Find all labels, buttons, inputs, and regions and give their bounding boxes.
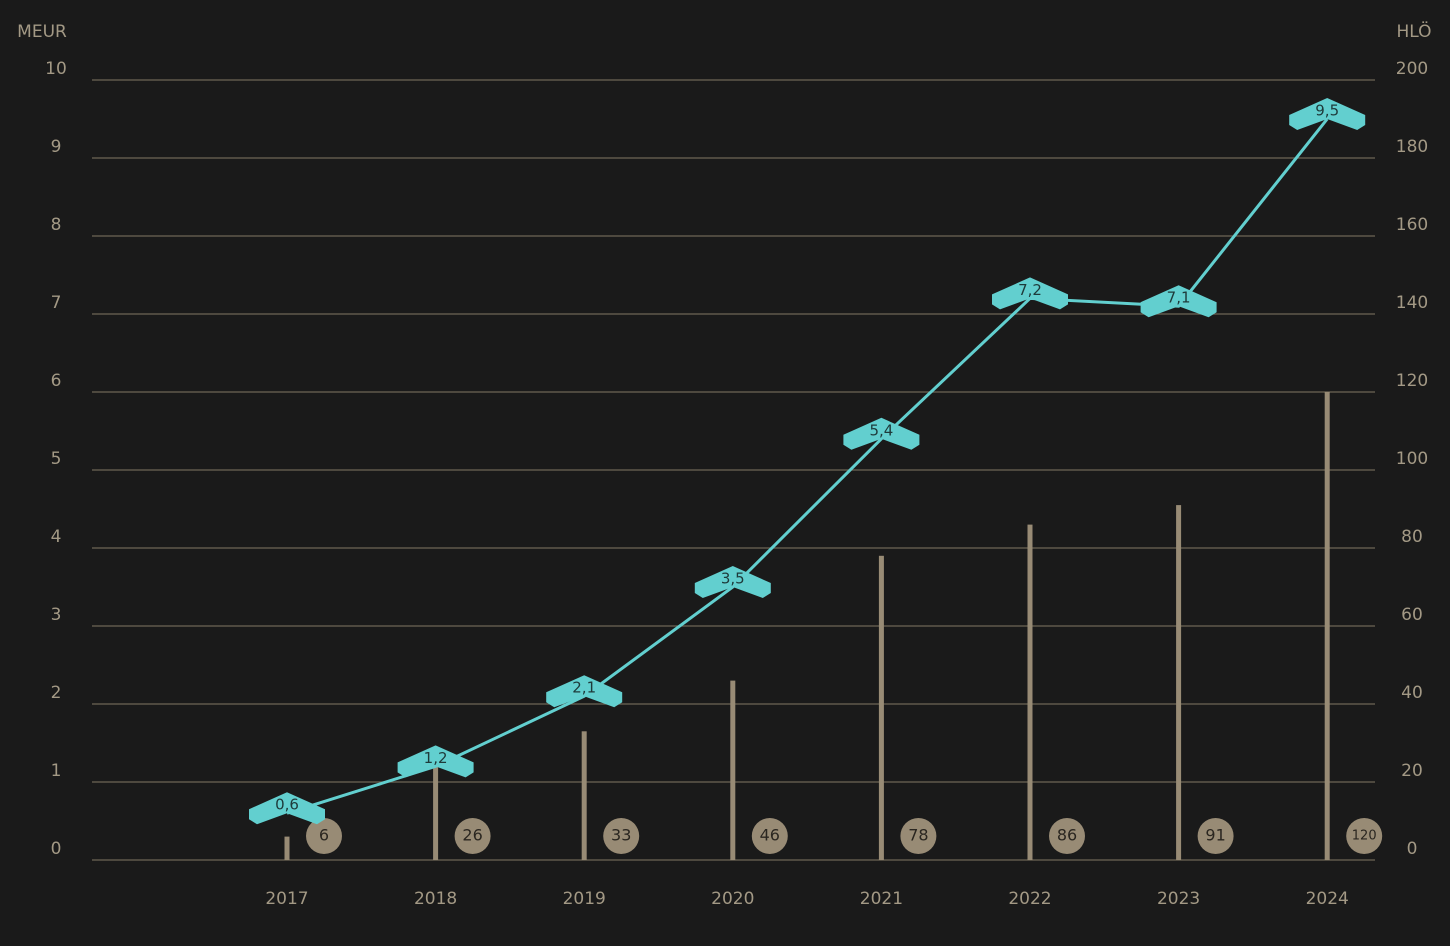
x-tick-label: 2017 [265, 889, 308, 909]
point-value-label: 2,1 [572, 679, 596, 697]
point-marker [397, 745, 474, 778]
x-tick-label: 2023 [1157, 889, 1200, 909]
y2-tick-label: 180 [1396, 137, 1428, 157]
bar [730, 680, 736, 860]
x-tick-label: 2022 [1008, 889, 1051, 909]
bar-value-label: 46 [760, 826, 780, 845]
point-marker [843, 417, 920, 450]
y-tick-label: 4 [51, 527, 62, 547]
bar [1324, 392, 1330, 860]
bar [433, 758, 439, 860]
point-marker [992, 277, 1068, 310]
y2-tick-label: 20 [1401, 761, 1423, 781]
bar [284, 836, 290, 860]
bar-value-label: 91 [1205, 826, 1225, 845]
bar-value-label: 86 [1057, 826, 1077, 845]
value-badge [454, 818, 491, 854]
point-marker [1140, 285, 1217, 318]
y-tick-label: 8 [51, 215, 62, 235]
bar-value-label: 78 [908, 826, 928, 845]
y2-tick-label: 160 [1396, 215, 1428, 235]
value-badge [1197, 818, 1234, 854]
point-value-label: 3,5 [721, 570, 745, 588]
y2-tick-label: 120 [1396, 371, 1428, 391]
y2-tick-label: 40 [1401, 683, 1423, 703]
y-tick-label: 3 [51, 605, 62, 625]
value-badge [1049, 818, 1085, 854]
y2-tick-label: 100 [1396, 449, 1428, 469]
bar [1176, 505, 1182, 860]
value-badge [306, 818, 342, 854]
bar [878, 555, 884, 860]
y2-axis-label: HLÖ [1396, 20, 1431, 42]
y2-tick-label: 0 [1407, 839, 1418, 859]
point-value-label: 5,4 [869, 421, 893, 439]
y2-tick-label: 200 [1396, 59, 1428, 79]
point-value-label: 0,6 [275, 796, 299, 814]
y-tick-label: 9 [51, 137, 62, 157]
y-tick-label: 7 [51, 293, 62, 313]
bar-value-label: 26 [462, 826, 482, 845]
x-tick-label: 2019 [563, 889, 606, 909]
value-badge [751, 818, 788, 854]
y-tick-label: 2 [51, 683, 62, 703]
y-tick-label: 0 [51, 839, 62, 859]
y2-tick-label: 60 [1401, 605, 1423, 625]
value-badge [900, 818, 937, 854]
y-tick-label: 6 [51, 371, 62, 391]
point-marker [694, 566, 771, 598]
point-marker [1289, 98, 1366, 130]
y-tick-label: 1 [51, 761, 62, 781]
y-tick-label: 5 [51, 449, 62, 469]
bar [581, 731, 587, 860]
point-value-label: 7,2 [1018, 281, 1042, 299]
bar-value-label: 33 [611, 826, 631, 845]
x-tick-label: 2021 [860, 889, 903, 909]
value-badge [603, 818, 640, 854]
point-value-label: 7,1 [1167, 289, 1191, 307]
y2-tick-label: 140 [1396, 293, 1428, 313]
y-tick-label: 10 [45, 59, 67, 79]
value-badge [1346, 818, 1383, 854]
x-tick-label: 2018 [414, 889, 457, 909]
bar [1027, 524, 1033, 860]
point-marker [546, 675, 623, 708]
point-value-label: 1,2 [424, 749, 448, 767]
y-axis-label: MEUR [17, 22, 67, 42]
x-tick-label: 2020 [711, 889, 754, 909]
bar-value-label: 120 [1352, 829, 1377, 844]
point-marker [249, 792, 325, 825]
bar-value-label: 6 [319, 826, 329, 845]
point-value-label: 9,5 [1315, 102, 1339, 120]
x-tick-label: 2024 [1306, 889, 1349, 909]
y2-tick-label: 80 [1401, 527, 1423, 547]
